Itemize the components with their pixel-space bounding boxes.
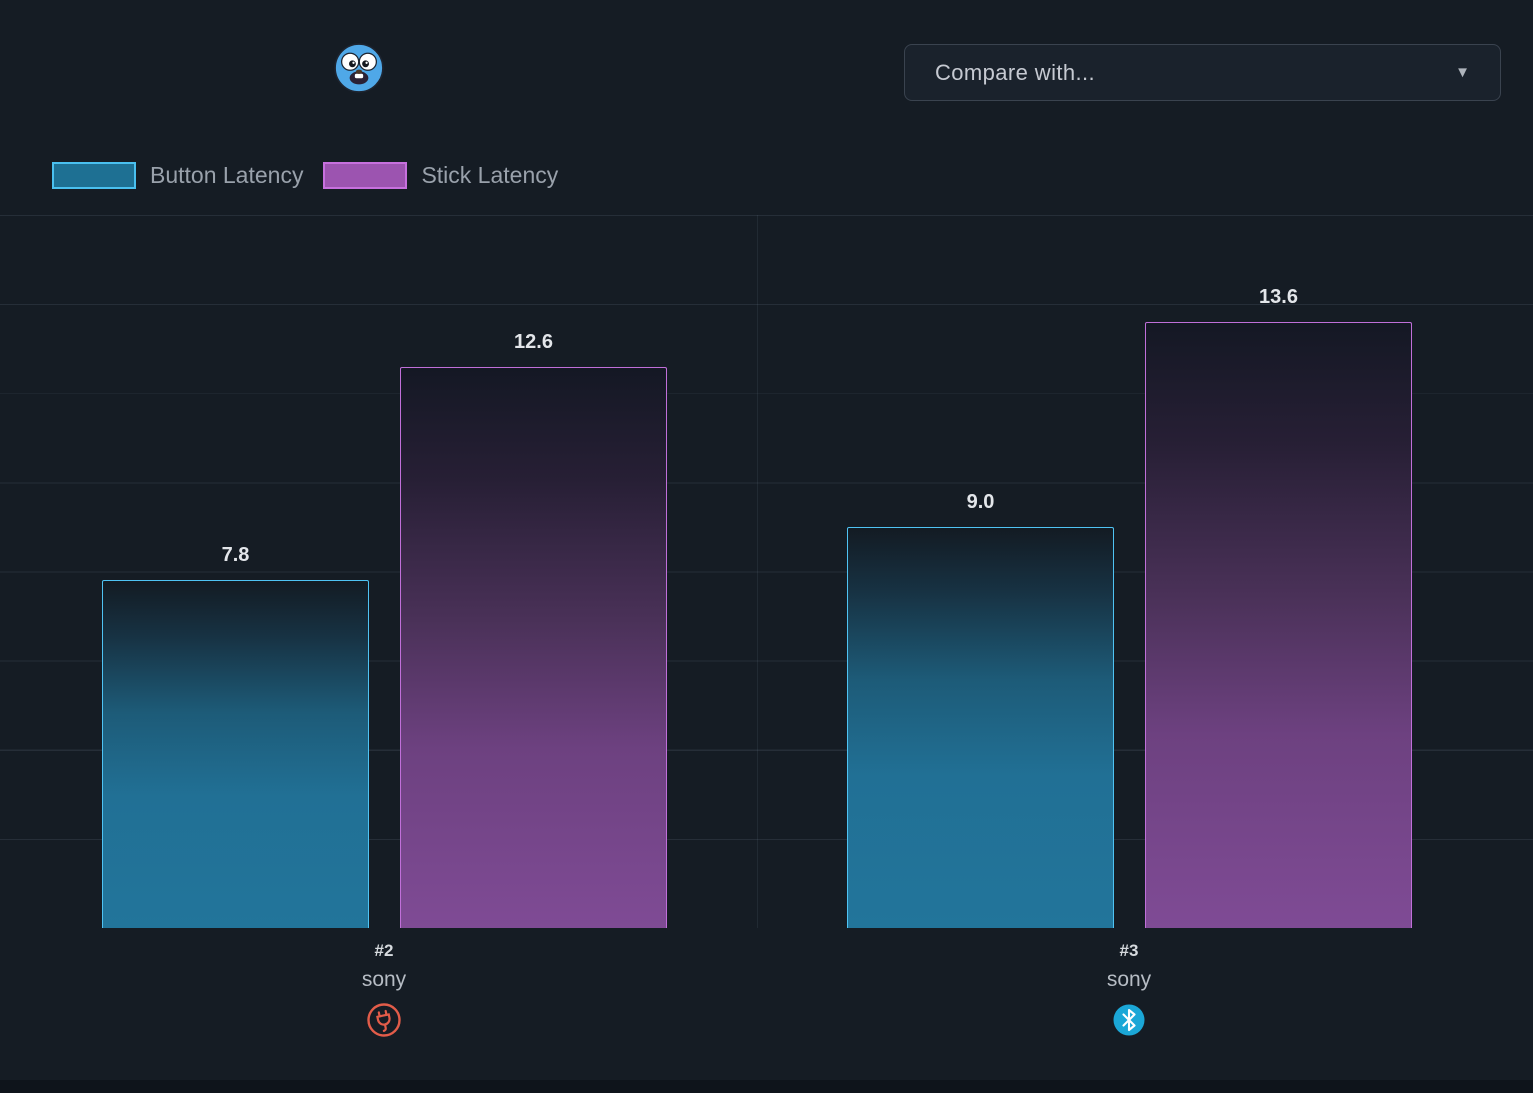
legend-label-stick-latency: Stick Latency — [421, 162, 559, 188]
bar-group1-button-latency: 7.8 — [102, 544, 369, 928]
bar-value-label: 7.8 — [221, 544, 250, 566]
legend-item-button-latency[interactable]: Button Latency — [52, 162, 303, 189]
page-bottom-strip — [0, 1080, 1533, 1093]
compare-dropdown-placeholder: Compare with... — [935, 59, 1096, 85]
bar-value-label: 12.6 — [514, 331, 553, 353]
bar-group2-button-latency: 9.0 — [847, 491, 1114, 928]
bar-button-latency — [102, 580, 369, 928]
compare-dropdown[interactable]: Compare with... ▼ — [904, 44, 1501, 101]
bar-stick-latency — [1145, 322, 1412, 928]
bar-value-label: 9.0 — [966, 491, 995, 513]
x-axis-group-2: #3 sony — [1029, 941, 1229, 1039]
brand-label: sony — [361, 968, 407, 991]
usb-plug-icon — [365, 1001, 403, 1039]
bar-button-latency — [847, 527, 1114, 928]
x-axis-group-1: #2 sony — [284, 941, 484, 1039]
bar-group1-stick-latency: 12.6 — [400, 331, 667, 928]
bar-stick-latency — [400, 367, 667, 928]
legend-swatch-button-latency — [52, 162, 136, 189]
brand-label: sony — [1106, 968, 1152, 991]
bar-group2-stick-latency: 13.6 — [1145, 286, 1412, 928]
category-divider-gridline — [757, 215, 758, 928]
chart-legend: Button Latency Stick Latency — [52, 162, 558, 189]
gopher-mascot-icon — [333, 42, 385, 94]
legend-item-stick-latency[interactable]: Stick Latency — [323, 162, 558, 189]
legend-swatch-stick-latency — [323, 162, 408, 189]
plot-area: 7.8 12.6 9.0 13.6 — [0, 215, 1533, 928]
bar-value-label: 13.6 — [1259, 286, 1298, 308]
rank-label: #2 — [374, 941, 394, 960]
legend-label-button-latency: Button Latency — [150, 162, 304, 188]
bluetooth-icon — [1110, 1001, 1148, 1039]
rank-label: #3 — [1119, 941, 1139, 960]
chevron-down-icon: ▼ — [1455, 64, 1470, 81]
